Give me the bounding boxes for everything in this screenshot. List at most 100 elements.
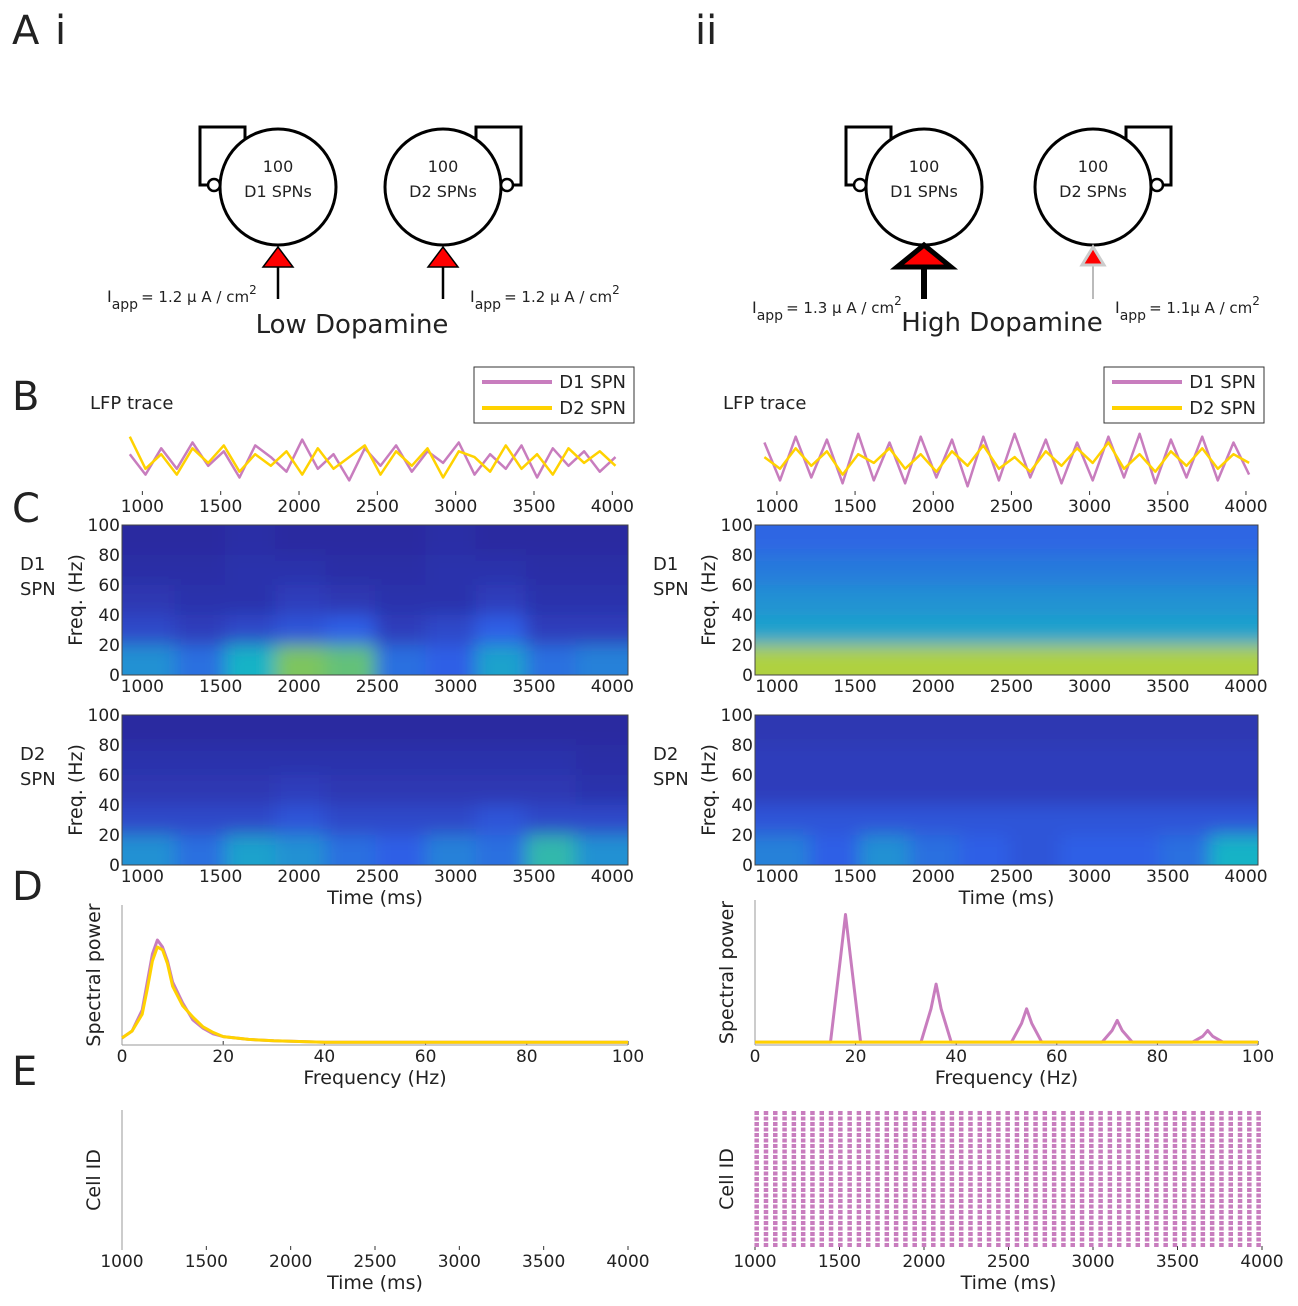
- spectrogram-cell: [325, 645, 380, 675]
- spectrogram-cell: [475, 805, 530, 835]
- spectrogram-cell: [275, 645, 330, 675]
- x-tick-label: 4000: [591, 867, 634, 887]
- spectrogram-cell: [375, 715, 430, 745]
- x-tick-label: 3000: [438, 1252, 481, 1272]
- spectrogram-cell: [1209, 525, 1258, 555]
- spectrogram-cell: [1009, 645, 1064, 675]
- x-axis-label: Time (ms): [960, 1272, 1057, 1294]
- legend-label: D1 SPN: [559, 372, 626, 393]
- spectrogram-cell: [809, 745, 864, 775]
- panel-label: D: [12, 864, 43, 910]
- applied-current: Iapp = 1.2 μ A / cm2: [470, 283, 620, 313]
- y-tick-label: 20: [98, 636, 120, 656]
- y-axis-label: Cell ID: [83, 1149, 105, 1211]
- spectrogram-cell: [525, 555, 580, 585]
- spectrogram-cell: [174, 715, 229, 745]
- x-tick-label: 1000: [755, 677, 798, 697]
- spectrogram-cells: [755, 715, 1258, 865]
- spectrogram: [755, 525, 1258, 675]
- x-tick-label: 2500: [987, 1252, 1030, 1272]
- spectrogram-cell: [1109, 585, 1164, 615]
- panel-label: B: [12, 374, 39, 420]
- population-label: D2 SPNs: [1059, 182, 1127, 201]
- x-tick-label: 1000: [121, 497, 164, 517]
- y-tick-label: 0: [109, 856, 120, 876]
- spectrogram-cell: [575, 645, 628, 675]
- y-tick-label: 60: [98, 766, 120, 786]
- row-label: SPN: [20, 579, 56, 600]
- spectrogram-cell: [174, 745, 229, 775]
- x-tick-label: 60: [415, 1047, 437, 1067]
- x-tick-label: 2000: [277, 497, 320, 517]
- spectrogram-cell: [1159, 555, 1214, 585]
- spectrogram-cell: [575, 555, 628, 585]
- x-tick-label: 4000: [1224, 497, 1267, 517]
- x-tick-label: 3000: [434, 497, 477, 517]
- spectrogram-cell: [1059, 835, 1114, 865]
- superscript: 2: [894, 294, 902, 308]
- legend-box: [1103, 366, 1265, 424]
- spectrogram-cell: [859, 745, 914, 775]
- spectrogram-cell: [1159, 645, 1214, 675]
- spectrogram-cell: [1059, 805, 1114, 835]
- inhibitory-synapse: [206, 177, 222, 193]
- spectrogram-cell: [1109, 615, 1164, 645]
- x-tick-label: 2500: [990, 677, 1033, 697]
- spectrogram-cell: [425, 775, 480, 805]
- panel-label: ii: [695, 8, 717, 54]
- y-tick-label: 60: [98, 576, 120, 596]
- y-axis-label: Cell ID: [716, 1148, 738, 1210]
- x-tick-label: 3000: [1068, 677, 1111, 697]
- x-tick-label: 20: [212, 1047, 234, 1067]
- spectrogram-cell: [122, 585, 179, 615]
- spectrogram-cell: [859, 555, 914, 585]
- inhibitory-synapse: [1149, 177, 1165, 193]
- input-arrow: [889, 241, 959, 270]
- series-line: [763, 432, 1251, 488]
- legend-label: D2 SPN: [1189, 398, 1256, 419]
- spectrogram-cell: [475, 525, 530, 555]
- spectrogram-cell: [959, 555, 1014, 585]
- input-arrow: [426, 245, 460, 268]
- spectrogram-cell: [1109, 745, 1164, 775]
- input-arrow: [261, 245, 295, 268]
- spectrogram-cell: [1159, 805, 1214, 835]
- x-tick-label: 3500: [512, 497, 555, 517]
- spectrogram-cell: [425, 745, 480, 775]
- spectrogram-cell: [1159, 745, 1214, 775]
- x-tick-label: 3500: [1146, 497, 1189, 517]
- spectrogram-cell: [755, 555, 814, 585]
- self-connection: [198, 125, 247, 187]
- x-tick-label: 40: [314, 1047, 336, 1067]
- population-count: 100: [909, 157, 940, 176]
- x-axis-label: Time (ms): [326, 1272, 423, 1294]
- spectrogram-cell: [425, 645, 480, 675]
- x-tick-label: 1000: [755, 497, 798, 517]
- spectrogram-cell: [224, 525, 280, 555]
- spectrogram-cell: [425, 615, 480, 645]
- x-tick-label: 1000: [121, 677, 164, 697]
- spectrogram-cell: [425, 715, 480, 745]
- spectrogram-cell: [809, 775, 864, 805]
- population-label: D1 SPNs: [244, 182, 312, 201]
- x-axis-label: Time (ms): [958, 887, 1055, 909]
- y-tick-label: 100: [88, 516, 120, 536]
- spectrogram-cells: [122, 525, 628, 675]
- inhibitory-synapse: [852, 177, 868, 193]
- spectrogram-cell: [375, 585, 430, 615]
- legend-box: [473, 366, 635, 424]
- spectrogram-cell: [122, 615, 179, 645]
- population-label: D1 SPNs: [890, 182, 958, 201]
- current-text: = 1.2 μ A / cm: [141, 288, 249, 306]
- spectrogram-cell: [1109, 715, 1164, 745]
- panel-label: i: [55, 8, 66, 54]
- spectrogram-cell: [859, 645, 914, 675]
- spectrogram-cell: [174, 525, 229, 555]
- self-connection: [1124, 125, 1173, 187]
- spectrogram-cell: [809, 585, 864, 615]
- spectrogram-cell: [275, 745, 330, 775]
- spectrogram-cell: [755, 715, 814, 745]
- y-tick-label: 40: [731, 796, 753, 816]
- y-tick-label: 0: [742, 666, 753, 686]
- spectrogram-cell: [475, 745, 530, 775]
